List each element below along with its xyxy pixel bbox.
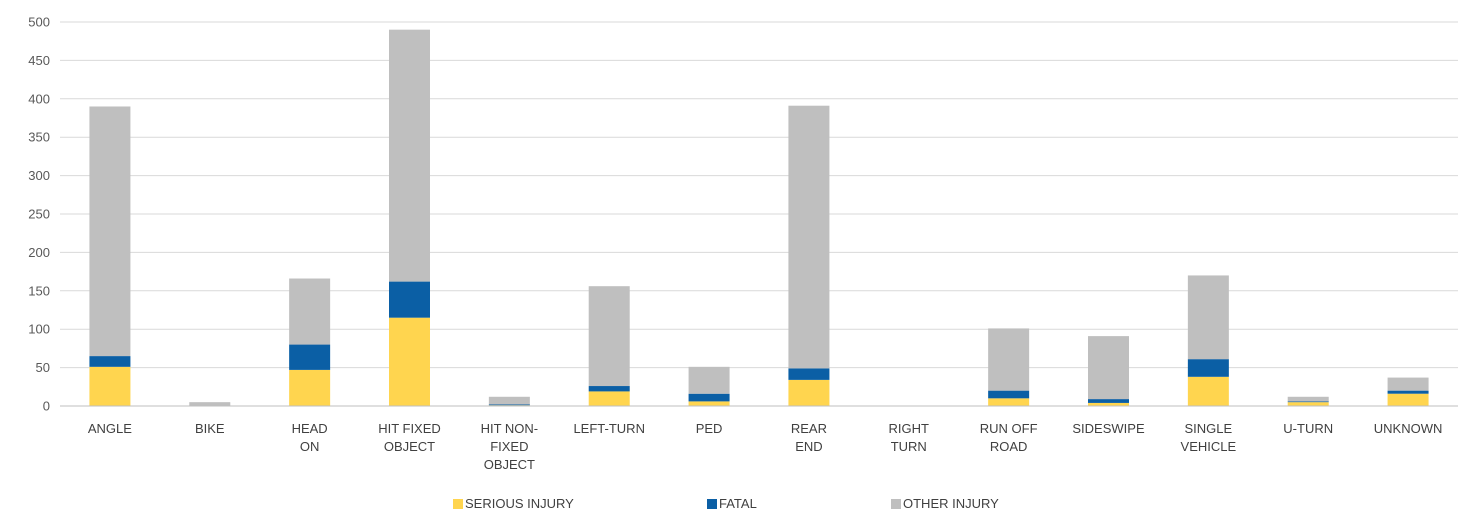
bar-segment — [1287, 396, 1329, 402]
bar-segment — [1287, 402, 1329, 406]
bar-segment — [1187, 376, 1229, 406]
x-tick-label: FIXED — [490, 439, 528, 454]
x-tick-label: ANGLE — [88, 421, 132, 436]
legend-swatch — [453, 499, 463, 509]
x-tick-label: UNKNOWN — [1374, 421, 1443, 436]
y-tick-label: 50 — [36, 360, 50, 375]
legend-swatch — [891, 499, 901, 509]
bar-segment — [289, 369, 331, 406]
bar-segment — [588, 391, 630, 406]
x-tick-label: REAR — [791, 421, 827, 436]
x-tick-label: TURN — [891, 439, 927, 454]
bar-segment — [988, 398, 1030, 406]
bar-segment — [89, 366, 131, 406]
y-tick-label: 250 — [28, 207, 50, 222]
legend-swatch — [707, 499, 717, 509]
x-tick-label: SINGLE — [1185, 421, 1233, 436]
bar-segment — [1387, 377, 1429, 391]
x-tick-label: SIDESWIPE — [1072, 421, 1145, 436]
bar-segment — [189, 402, 231, 406]
x-tick-label: VEHICLE — [1181, 439, 1237, 454]
bar-segment — [688, 366, 730, 394]
x-tick-label: ROAD — [990, 439, 1028, 454]
bar-segment — [1287, 401, 1329, 403]
bar-segment — [688, 401, 730, 406]
y-tick-label: 100 — [28, 322, 50, 337]
x-tick-label: BIKE — [195, 421, 225, 436]
y-tick-label: 400 — [28, 91, 50, 106]
x-tick-label: U-TURN — [1283, 421, 1333, 436]
x-tick-label: RUN OFF — [980, 421, 1038, 436]
bar-segment — [1187, 275, 1229, 360]
y-tick-label: 350 — [28, 130, 50, 145]
bar-segment — [289, 344, 331, 370]
x-tick-label: OBJECT — [384, 439, 435, 454]
bar-segment — [389, 317, 430, 406]
bar-segment — [788, 379, 830, 406]
x-tick-label: END — [795, 439, 822, 454]
x-tick-label: HIT FIXED — [378, 421, 441, 436]
x-tick-label: HEAD — [292, 421, 328, 436]
bar-segment — [488, 404, 530, 406]
legend-label: OTHER INJURY — [903, 496, 999, 510]
bar-segment — [1387, 390, 1429, 394]
bar-segment — [1088, 336, 1129, 400]
y-tick-label: 300 — [28, 168, 50, 183]
legend-label: SERIOUS INJURY — [465, 496, 574, 510]
legend-label: FATAL — [719, 496, 757, 510]
bar-segment — [89, 356, 131, 367]
bar-segment — [488, 396, 530, 405]
x-tick-label: ON — [300, 439, 320, 454]
bar-segment — [1088, 399, 1129, 403]
legend: SERIOUS INJURY FATAL OTHER INJURY — [453, 496, 999, 511]
bar-segment — [688, 393, 730, 402]
y-tick-label: 500 — [28, 15, 50, 30]
bar-segment — [588, 286, 630, 387]
y-tick-label: 200 — [28, 245, 50, 260]
bar-segment — [1088, 402, 1129, 406]
bar-segment — [389, 29, 430, 282]
bar-segment — [389, 281, 430, 318]
y-tick-label: 0 — [43, 399, 50, 414]
bar-segment — [289, 278, 331, 345]
bars — [89, 29, 1429, 406]
bar-segment — [1387, 393, 1429, 406]
y-axis: 0 50 100 150 200 250 300 350 400 450 500 — [28, 15, 50, 414]
x-axis: ANGLE BIKE HEAD ON HIT FIXED OBJECT HIT NON- FI… — [60, 405, 1458, 472]
bar-segment — [588, 386, 630, 392]
bar-segment — [788, 368, 830, 380]
y-tick-label: 150 — [28, 283, 50, 298]
x-tick-label: HIT NON- — [481, 421, 539, 436]
bar-segment — [788, 105, 830, 369]
x-tick-label: OBJECT — [484, 457, 535, 472]
x-tick-label: PED — [696, 421, 723, 436]
bar-segment — [89, 106, 131, 357]
x-tick-label: LEFT-TURN — [573, 421, 645, 436]
bar-segment — [988, 390, 1030, 399]
bar-segment — [1187, 359, 1229, 377]
gridlines — [60, 21, 1458, 407]
bar-segment — [988, 328, 1030, 391]
x-tick-label: RIGHT — [889, 421, 930, 436]
y-tick-label: 450 — [28, 53, 50, 68]
